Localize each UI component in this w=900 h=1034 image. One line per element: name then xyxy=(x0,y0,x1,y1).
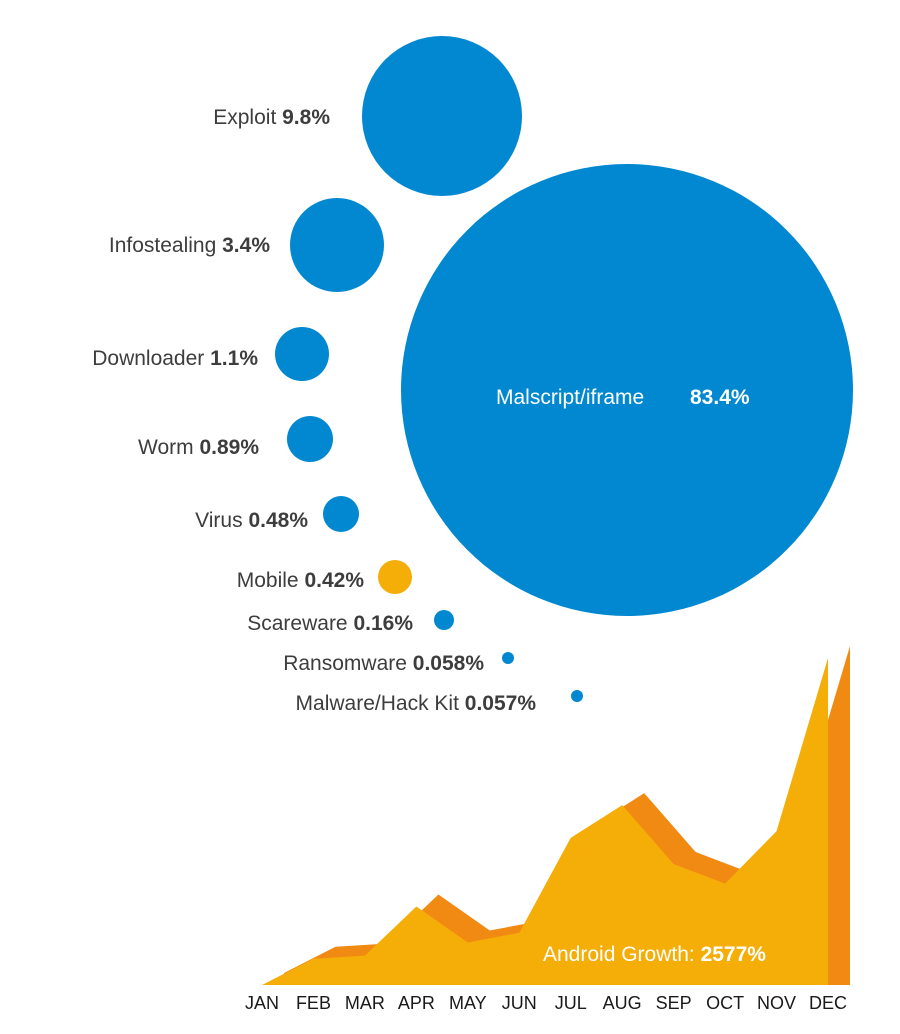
label-virus: Virus 0.48% xyxy=(195,509,308,532)
x-tick-sep: SEP xyxy=(656,993,692,1013)
x-tick-may: MAY xyxy=(449,993,487,1013)
x-tick-jun: JUN xyxy=(502,993,537,1013)
label-exploit: Exploit 9.8% xyxy=(213,106,330,129)
label-name-malscript-iframe: Malscript/iframe xyxy=(496,386,644,409)
label-value-malware-hack-kit: 0.057% xyxy=(465,692,537,715)
label-ransomware: Ransomware 0.058% xyxy=(283,652,484,675)
label-name-worm: Worm xyxy=(138,436,199,459)
label-name-ransomware: Ransomware xyxy=(283,652,413,675)
label-name-downloader: Downloader xyxy=(92,347,210,370)
bubble-ransomware xyxy=(502,652,514,664)
label-value-downloader: 1.1% xyxy=(210,347,258,370)
x-tick-mar: MAR xyxy=(345,993,385,1013)
label-name-virus: Virus xyxy=(195,509,248,532)
label-name-scareware: Scareware xyxy=(247,612,353,635)
label-value-malscript-iframe: 83.4% xyxy=(690,386,750,409)
x-tick-feb: FEB xyxy=(296,993,331,1013)
label-malscript-iframe: Malscript/iframe 83.4% xyxy=(496,386,750,409)
bubble-worm xyxy=(287,416,333,462)
bubble-scareware xyxy=(434,610,454,630)
x-tick-nov: NOV xyxy=(757,993,796,1013)
x-tick-aug: AUG xyxy=(603,993,642,1013)
x-tick-oct: OCT xyxy=(706,993,744,1013)
label-mobile: Mobile 0.42% xyxy=(237,569,365,592)
label-value-exploit: 9.8% xyxy=(282,106,330,129)
android-growth-value: 2577% xyxy=(701,943,767,966)
label-value-mobile: 0.42% xyxy=(304,569,364,592)
label-name-infostealing: Infostealing xyxy=(109,234,222,257)
label-name-malware-hack-kit: Malware/Hack Kit xyxy=(296,692,465,715)
x-tick-apr: APR xyxy=(398,993,435,1013)
bubble-malware-hack-kit xyxy=(571,690,583,702)
label-downloader: Downloader 1.1% xyxy=(92,347,258,370)
area-fill xyxy=(262,658,828,985)
label-name-exploit: Exploit xyxy=(213,106,282,129)
bubble-exploit xyxy=(362,36,522,196)
android-growth-chart: JAN FEB MAR APR MAY JUN JUL AUG SEP OCT NOV DEC Andr… xyxy=(245,646,850,1013)
bubble-downloader xyxy=(275,327,329,381)
bubble-mobile xyxy=(378,560,412,594)
android-growth-title: Android Growth: xyxy=(543,943,701,966)
bubble-virus xyxy=(323,496,359,532)
label-scareware: Scareware 0.16% xyxy=(247,612,413,635)
x-tick-dec: DEC xyxy=(809,993,847,1013)
label-value-virus: 0.48% xyxy=(248,509,308,532)
bubble-malscript-iframe xyxy=(401,164,853,616)
x-tick-jul: JUL xyxy=(555,993,587,1013)
label-value-worm: 0.89% xyxy=(199,436,259,459)
label-infostealing: Infostealing 3.4% xyxy=(109,234,270,257)
android-growth-label: Android Growth: 2577% xyxy=(543,943,766,966)
label-value-ransomware: 0.058% xyxy=(413,652,485,675)
bubble-chart: Exploit 9.8% Infostealing 3.4% Downloader … xyxy=(92,36,853,715)
x-tick-jan: JAN xyxy=(245,993,279,1013)
bubble-infostealing xyxy=(290,198,384,292)
label-value-scareware: 0.16% xyxy=(353,612,413,635)
label-malware-hack-kit: Malware/Hack Kit 0.057% xyxy=(296,692,537,715)
label-value-infostealing: 3.4% xyxy=(222,234,270,257)
label-name-mobile: Mobile xyxy=(237,569,305,592)
label-worm: Worm 0.89% xyxy=(138,436,259,459)
